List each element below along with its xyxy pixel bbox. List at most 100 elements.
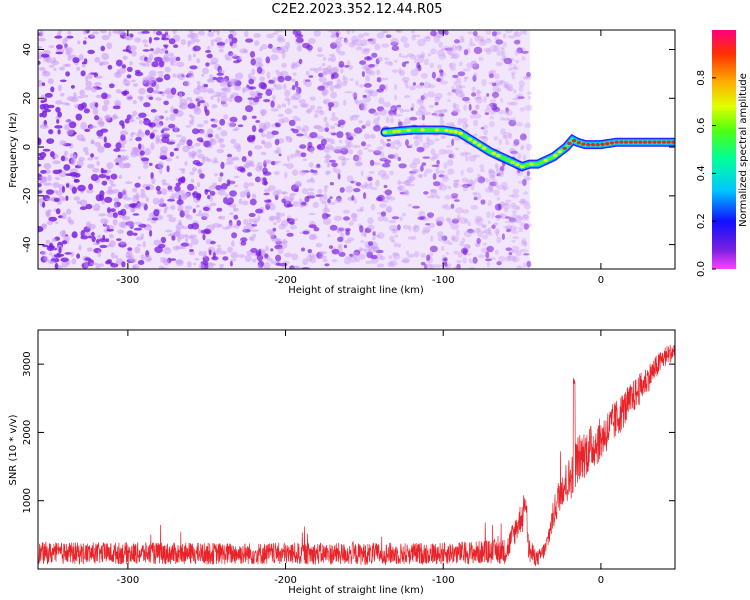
noise-blob <box>163 73 171 81</box>
noise-blob <box>70 96 79 103</box>
noise-blob <box>251 115 257 119</box>
noise-blob <box>152 129 158 133</box>
noise-blob <box>85 75 89 83</box>
noise-blob <box>389 260 398 267</box>
noise-blob <box>397 224 401 231</box>
noise-blob <box>462 68 471 72</box>
noise-blob <box>120 155 126 161</box>
noise-blob <box>316 251 323 259</box>
noise-blob <box>329 196 333 199</box>
noise-blob <box>503 57 513 65</box>
noise-blob <box>247 73 252 80</box>
noise-blob <box>274 171 280 176</box>
noise-blob <box>360 141 367 147</box>
noise-blob <box>130 114 134 122</box>
noise-blob <box>94 142 102 147</box>
noise-blob <box>443 45 450 51</box>
noise-blob <box>91 231 95 237</box>
noise-blob <box>264 199 271 203</box>
noise-blob <box>270 100 275 108</box>
noise-blob <box>332 148 338 152</box>
noise-blob <box>516 47 523 54</box>
noise-blob <box>282 191 287 195</box>
noise-blob <box>452 217 461 222</box>
noise-blob <box>62 229 66 236</box>
noise-blob <box>377 216 385 222</box>
noise-blob <box>184 161 188 166</box>
noise-blob <box>298 99 306 104</box>
noise-blob <box>69 172 78 177</box>
noise-blob <box>339 187 345 193</box>
noise-blob <box>368 89 374 94</box>
noise-blob <box>212 94 221 98</box>
noise-blob <box>391 228 398 234</box>
noise-blob <box>319 255 328 259</box>
noise-blob <box>365 260 372 265</box>
noise-blob <box>441 136 447 139</box>
noise-blob <box>423 191 429 195</box>
noise-blob <box>160 134 164 137</box>
noise-blob <box>425 136 431 142</box>
noise-blob <box>497 87 502 93</box>
noise-blob <box>333 84 342 90</box>
noise-blob <box>420 165 424 172</box>
noise-blob <box>342 74 346 81</box>
noise-blob <box>354 161 363 167</box>
noise-blob <box>207 133 213 138</box>
noise-blob <box>424 168 433 174</box>
noise-blob <box>94 56 101 63</box>
noise-blob <box>452 44 457 52</box>
noise-blob <box>326 170 332 175</box>
noise-blob <box>138 119 143 125</box>
noise-blob <box>275 262 281 266</box>
noise-blob <box>519 107 526 112</box>
noise-blob <box>153 56 163 62</box>
noise-blob <box>429 245 438 253</box>
noise-blob <box>403 180 410 186</box>
noise-blob <box>81 102 87 109</box>
noise-blob <box>115 59 123 67</box>
noise-blob <box>274 84 283 91</box>
noise-blob <box>166 141 175 145</box>
noise-blob <box>84 257 92 261</box>
noise-blob <box>385 195 390 201</box>
noise-blob <box>61 185 66 193</box>
signal-core-dot <box>392 130 397 134</box>
noise-blob <box>331 259 338 263</box>
noise-blob <box>193 38 200 43</box>
noise-blob <box>111 189 120 194</box>
noise-blob <box>353 188 361 193</box>
noise-blob <box>384 57 389 61</box>
noise-blob <box>484 180 492 183</box>
noise-blob <box>388 255 393 259</box>
noise-blob <box>439 80 449 85</box>
noise-blob <box>179 210 185 218</box>
noise-blob <box>362 123 371 127</box>
noise-blob <box>163 208 168 214</box>
noise-blob <box>46 220 53 225</box>
noise-blob <box>367 244 373 251</box>
noise-blob <box>338 251 346 257</box>
noise-blob <box>82 30 88 35</box>
noise-blob <box>377 56 383 62</box>
noise-blob <box>348 135 354 141</box>
noise-blob <box>460 117 468 124</box>
noise-blob <box>87 49 95 55</box>
noise-blob <box>508 217 516 223</box>
noise-blob <box>255 165 262 172</box>
noise-blob <box>329 125 336 130</box>
noise-blob <box>420 253 426 258</box>
noise-blob <box>173 231 180 237</box>
x-tick-label: 0 <box>598 575 604 586</box>
signal-core-dot <box>467 137 473 141</box>
noise-blob <box>422 142 430 149</box>
noise-blob <box>493 136 499 141</box>
noise-blob <box>229 212 234 215</box>
noise-blob <box>288 119 296 127</box>
noise-blob <box>451 52 460 59</box>
noise-blob <box>366 143 372 147</box>
noise-blob <box>101 52 110 61</box>
noise-blob <box>461 177 469 183</box>
noise-blob <box>492 44 501 53</box>
